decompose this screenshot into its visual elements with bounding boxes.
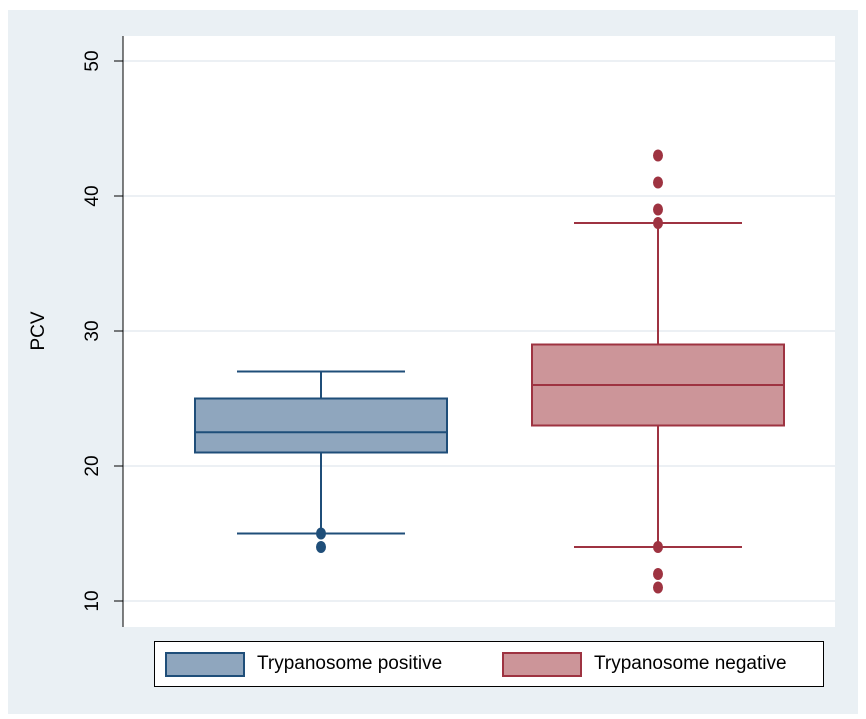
y-tick-label-40: 40: [82, 185, 103, 206]
outlier-negative-0: [653, 149, 663, 162]
legend: Trypanosome positive Trypanosome negativ…: [154, 641, 824, 687]
y-tick-label-50: 50: [82, 50, 103, 71]
box-negative: [531, 149, 785, 594]
legend-swatch-negative: [502, 651, 582, 677]
iqr-box-positive: [194, 397, 448, 454]
legend-label-negative: Trypanosome negative: [594, 653, 787, 674]
y-tick-label-20: 20: [82, 455, 103, 476]
y-tick-label-10: 10: [82, 590, 103, 611]
boxes: [194, 149, 785, 594]
outlier-negative-2: [653, 203, 663, 216]
outlier-positive-0: [316, 527, 326, 540]
y-tick-label-30: 30: [82, 320, 103, 341]
outlier-negative-3: [653, 217, 663, 229]
outlier-negative-4: [653, 541, 663, 553]
y-axis-label: PCV: [28, 311, 49, 350]
box-positive: [194, 370, 448, 553]
legend-item-positive: Trypanosome positive: [165, 642, 442, 686]
legend-item-negative: Trypanosome negative: [502, 642, 787, 686]
outlier-negative-6: [653, 581, 663, 594]
legend-swatch-positive: [165, 651, 245, 677]
y-axis-ticks: 10 20 30 40 50: [82, 50, 123, 612]
outlier-negative-1: [653, 176, 663, 189]
gridlines: [123, 60, 835, 602]
outlier-positive-1: [316, 541, 326, 553]
outlier-negative-5: [653, 568, 663, 580]
legend-label-positive: Trypanosome positive: [257, 653, 443, 674]
